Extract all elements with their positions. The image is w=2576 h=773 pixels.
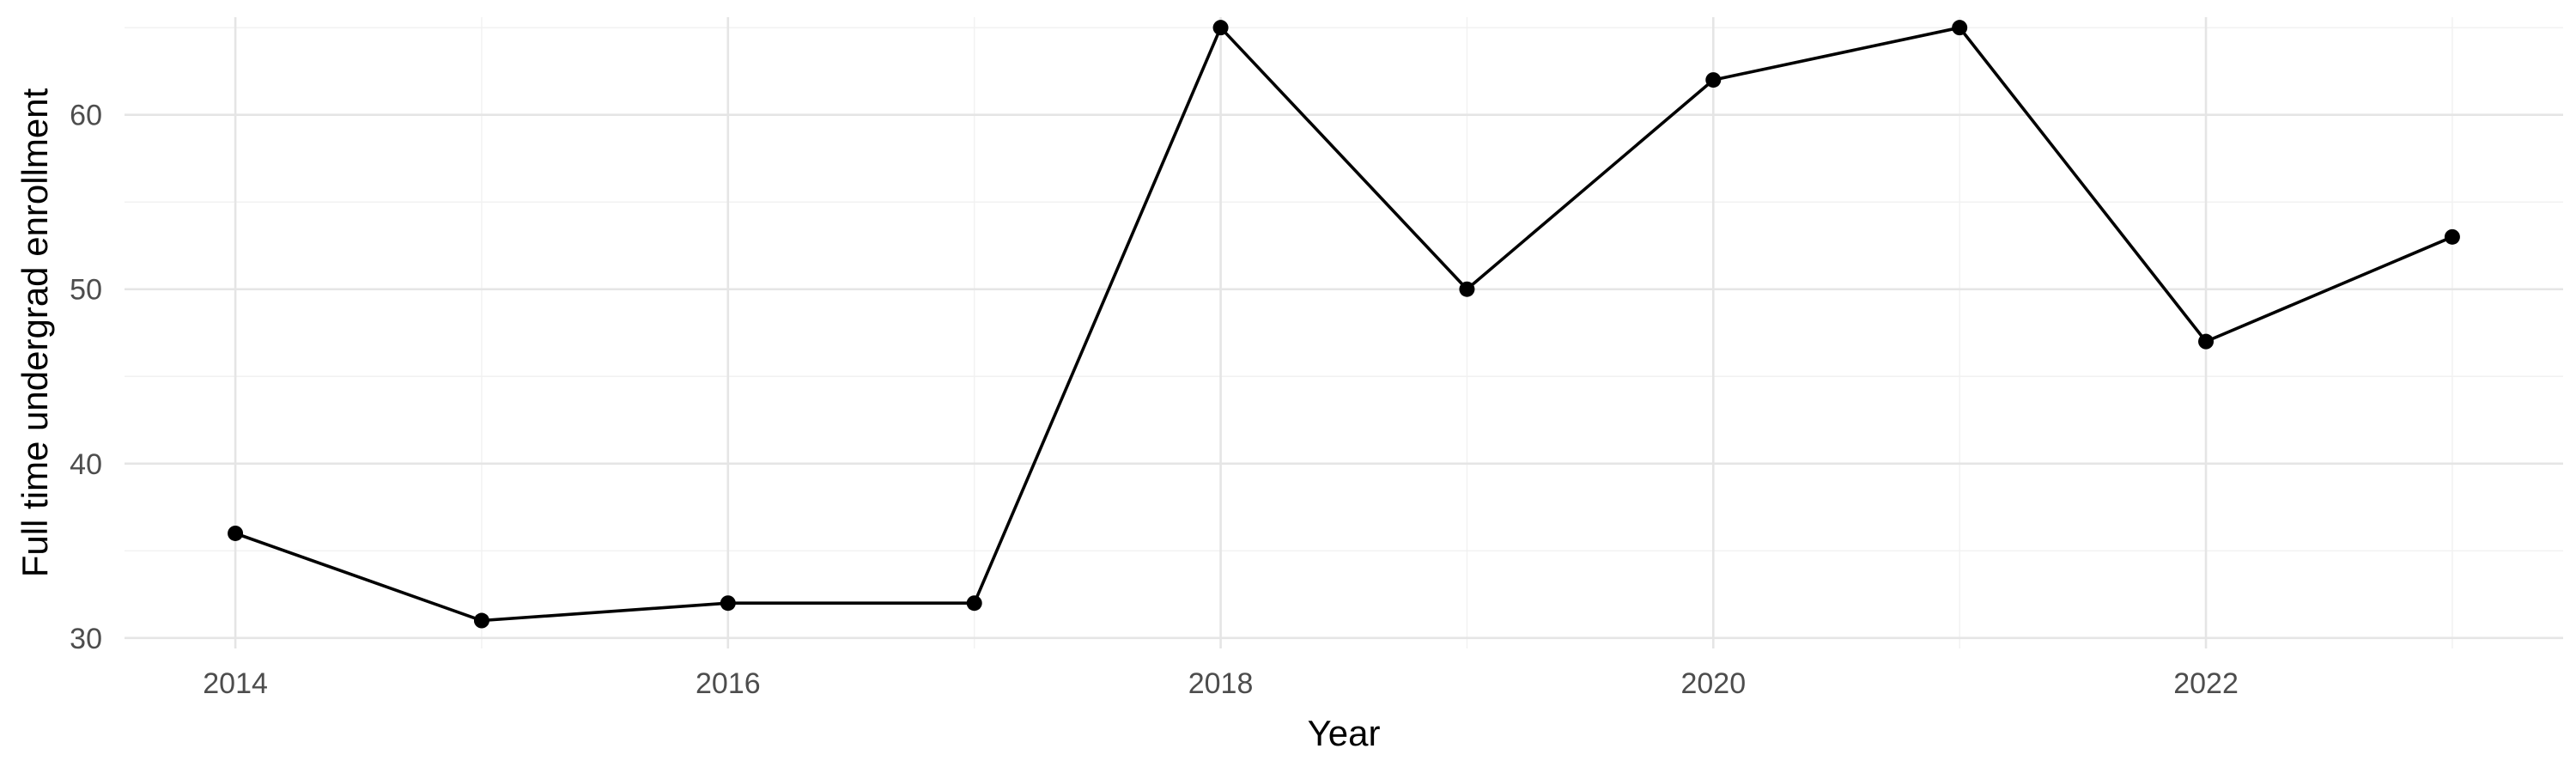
series-line	[234, 26, 2453, 623]
y-axis-title: Full time undergrad enrollment	[15, 88, 55, 577]
x-axis-ticks: 2014 2016 2018 2020 2022	[203, 667, 2239, 700]
y-axis-ticks: 30 40 50 60	[70, 100, 102, 655]
data-point	[720, 595, 736, 612]
y-tick-label: 30	[70, 623, 102, 655]
grid	[125, 17, 2563, 648]
data-point	[2444, 228, 2460, 245]
data-point	[966, 595, 982, 612]
x-tick-label: 2020	[1680, 667, 1746, 700]
data-point	[1705, 72, 1722, 88]
x-tick-label: 2014	[203, 667, 268, 700]
x-axis-title: Year	[1308, 713, 1381, 753]
x-tick-label: 2016	[696, 667, 761, 700]
data-point	[2198, 333, 2215, 350]
data-point	[1212, 20, 1229, 36]
data-point	[228, 525, 244, 541]
data-point	[473, 612, 489, 629]
data-point	[1952, 20, 1968, 36]
y-tick-label: 50	[70, 274, 102, 307]
x-tick-label: 2022	[2173, 667, 2239, 700]
y-tick-label: 40	[70, 448, 102, 481]
series	[228, 20, 2460, 629]
x-tick-label: 2018	[1188, 667, 1254, 700]
y-tick-label: 60	[70, 100, 102, 132]
data-point	[1459, 281, 1475, 297]
